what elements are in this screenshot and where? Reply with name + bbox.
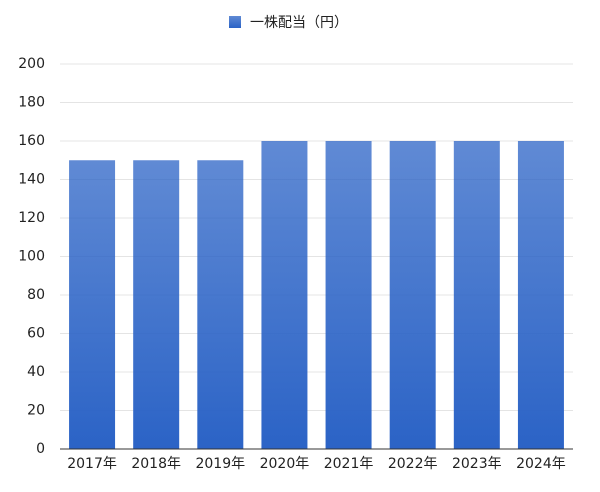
bar <box>261 141 308 449</box>
x-tick-label: 2021年 <box>324 456 374 472</box>
bar <box>389 141 436 449</box>
y-tick-label: 160 <box>18 133 45 149</box>
y-tick-label: 140 <box>18 172 45 188</box>
legend-swatch <box>229 16 241 28</box>
bar <box>325 141 372 449</box>
y-tick-label: 40 <box>27 364 45 380</box>
x-tick-label: 2023年 <box>452 456 502 472</box>
y-tick-label: 60 <box>27 326 45 342</box>
x-tick-label: 2024年 <box>516 456 566 472</box>
bar <box>197 160 244 449</box>
y-tick-label: 0 <box>36 441 45 457</box>
y-tick-label: 80 <box>27 287 45 303</box>
bar <box>133 160 180 449</box>
y-tick-label: 20 <box>27 403 45 419</box>
y-tick-label: 120 <box>18 210 45 226</box>
y-tick-label: 200 <box>18 56 45 72</box>
bar <box>453 141 500 449</box>
x-tick-label: 2018年 <box>131 456 181 472</box>
x-tick-label: 2017年 <box>67 456 117 472</box>
y-tick-label: 100 <box>18 249 45 265</box>
y-tick-label: 180 <box>18 95 45 111</box>
x-tick-label: 2020年 <box>260 456 310 472</box>
x-tick-label: 2022年 <box>388 456 438 472</box>
bar <box>69 160 116 449</box>
bar <box>517 141 564 449</box>
x-tick-label: 2019年 <box>195 456 245 472</box>
legend-label: 一株配当（円） <box>250 15 348 31</box>
